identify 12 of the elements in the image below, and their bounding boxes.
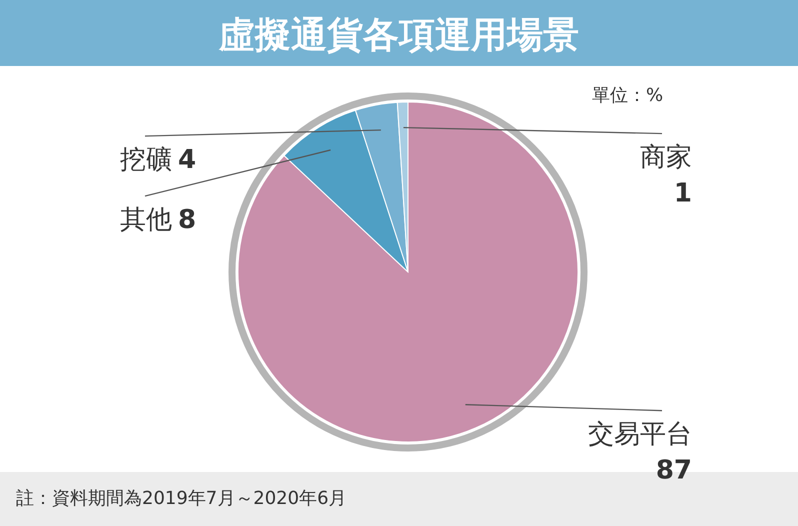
pie-slice bbox=[238, 102, 578, 442]
data-label: 87 bbox=[656, 456, 692, 486]
slice-label: 挖礦 bbox=[120, 145, 172, 176]
data-label: 4 bbox=[178, 145, 196, 176]
slice-label: 其他 bbox=[120, 205, 172, 236]
data-label: 8 bbox=[178, 205, 196, 236]
data-label: 1 bbox=[674, 178, 692, 209]
chart-title: 虛擬通貨各項運用場景 bbox=[218, 15, 579, 56]
slice-label: 交易平台 bbox=[588, 420, 692, 450]
slice-label: 商家 bbox=[640, 142, 692, 173]
text: 單位：% bbox=[592, 85, 664, 106]
text: 註：資料期間為2019年7月～2020年6月 bbox=[16, 488, 347, 509]
